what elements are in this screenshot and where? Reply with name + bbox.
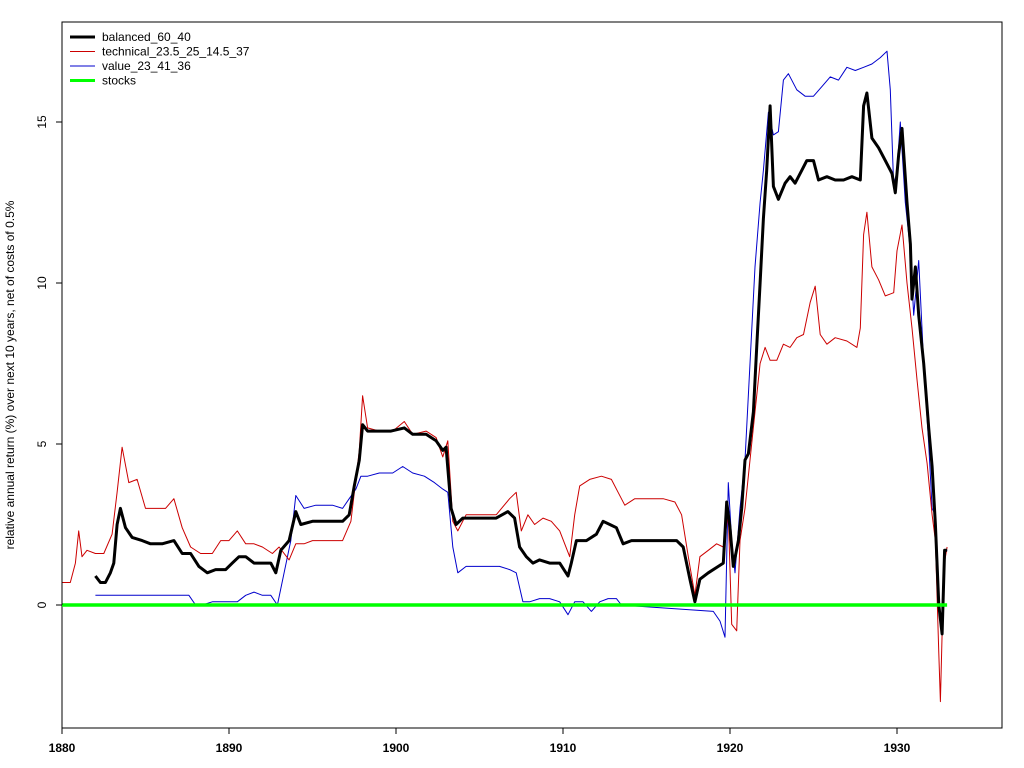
- y-tick-label: 10: [35, 276, 49, 290]
- series-line-technical-23-5-25-14-5-37: [62, 211, 948, 703]
- y-tick-label: 5: [35, 440, 49, 447]
- x-tick-label: 1890: [216, 741, 243, 755]
- x-tick-label: 1900: [383, 741, 410, 755]
- legend-label: value_23_41_36: [102, 59, 191, 73]
- plot-frame: [61, 21, 1003, 729]
- legend-label: balanced_60_40: [102, 30, 191, 44]
- series-line-value-23-41-36: [95, 50, 948, 638]
- x-tick-label: 1930: [884, 741, 911, 755]
- x-tick-label: 1880: [49, 741, 76, 755]
- y-tick-label: 0: [35, 601, 49, 608]
- x-tick-label: 1920: [717, 741, 744, 755]
- series-layer: [62, 50, 948, 703]
- axis-layer: 1880 1890 1900 1910 1920 1930 0 5 10 15: [35, 115, 911, 755]
- legend: balanced_60_40technical_23.5_25_14.5_37v…: [70, 30, 250, 88]
- x-tick-label: 1910: [550, 741, 577, 755]
- y-tick-label: 15: [35, 115, 49, 129]
- legend-label: stocks: [102, 74, 136, 88]
- y-axis-label: relative annual return (%) over next 10 …: [3, 200, 17, 549]
- legend-label: technical_23.5_25_14.5_37: [102, 45, 250, 59]
- series-line-balanced-60-40: [94, 91, 948, 636]
